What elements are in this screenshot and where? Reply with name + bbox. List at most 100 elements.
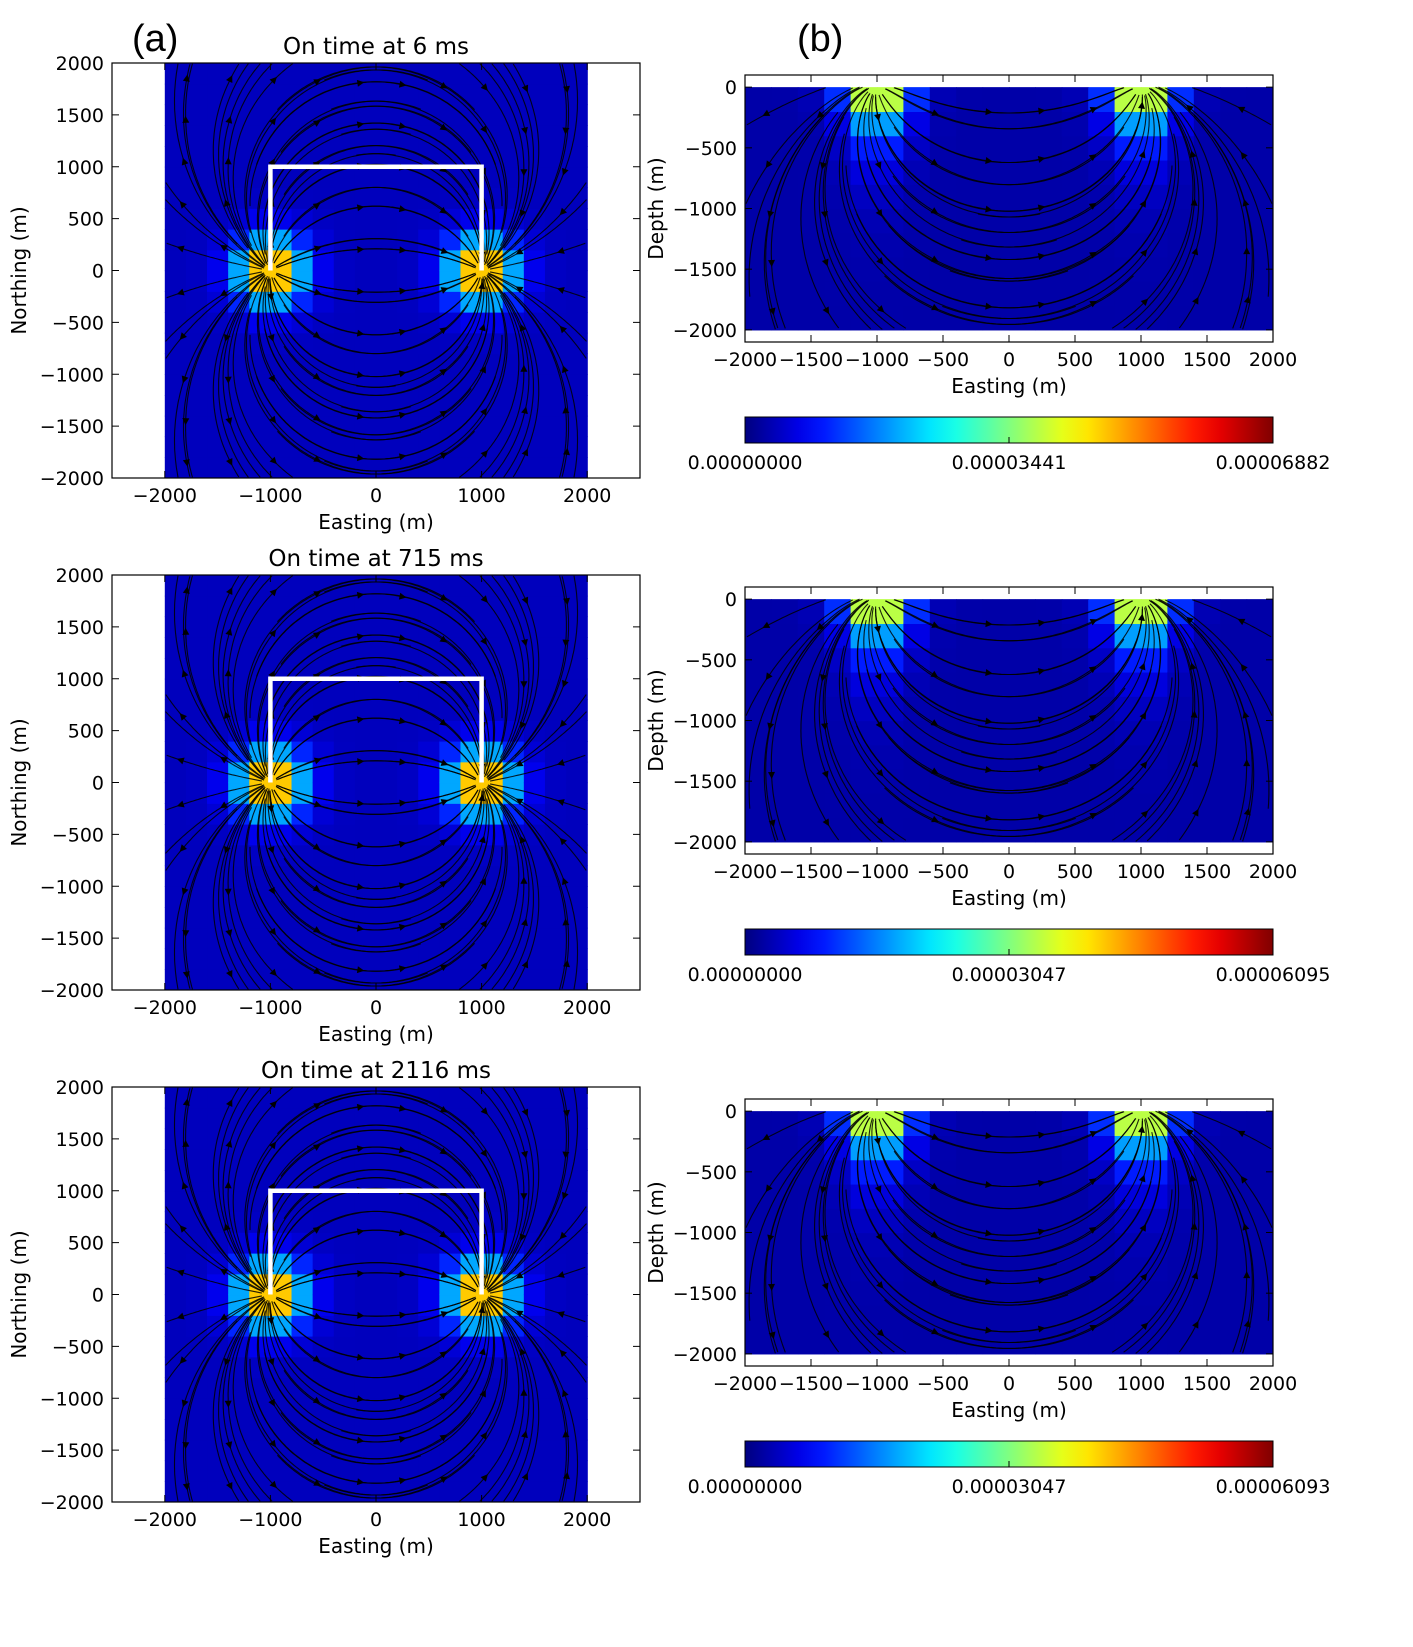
streamline-arrow [398, 370, 407, 378]
streamline [283, 698, 481, 776]
heatmap-cell [502, 824, 525, 846]
streamline [770, 86, 863, 329]
streamline [1155, 86, 1248, 329]
heatmap-cell [185, 1107, 208, 1130]
heatmap-cell [207, 436, 229, 458]
streamline-arrow [985, 254, 993, 262]
heatmap-cell [333, 1253, 356, 1275]
heatmap-cell [566, 1336, 588, 1358]
heatmap-cell [333, 1460, 356, 1482]
streamline [330, 1301, 496, 1465]
streamline [232, 295, 294, 478]
streamline [487, 199, 587, 269]
heatmap-cell [418, 1377, 440, 1399]
heatmap-cell [249, 969, 271, 990]
colorbar-mid-label: 0.00003047 [952, 964, 1067, 986]
streamline [185, 1297, 265, 1502]
heatmap-cell [333, 948, 356, 970]
heatmap-cell [523, 146, 546, 168]
heatmap-cell [249, 1128, 271, 1150]
streamline [942, 1115, 1177, 1344]
streamline-arrow [179, 201, 187, 209]
heatmap-cell [797, 281, 825, 307]
heatmap-cell [376, 1107, 398, 1130]
heatmap-cell [228, 616, 250, 638]
streamline [212, 1087, 249, 1273]
heatmap-cell [956, 696, 984, 722]
streamline-arrow [1037, 1179, 1046, 1187]
heatmap-cell [312, 1107, 335, 1130]
heatmap-cell [502, 312, 525, 334]
streamline-arrow [1088, 154, 1097, 162]
streamline [977, 1120, 1143, 1242]
heatmap-cell [771, 87, 799, 113]
streamline-arrow [226, 587, 233, 596]
heatmap-cell [1061, 281, 1089, 307]
streamline-arrow [1186, 1128, 1194, 1137]
streamline-arrow [312, 714, 321, 722]
streamline [871, 607, 1126, 746]
colorbar-mid-label: 0.00003047 [952, 1476, 1067, 1498]
y-tick-label: −2000 [673, 320, 737, 342]
streamline-arrow [820, 674, 827, 682]
streamline-arrow [398, 1477, 407, 1485]
heatmap-cell [1009, 647, 1036, 673]
streamline [356, 278, 483, 388]
heatmap-cell [228, 1398, 250, 1420]
streamline [232, 575, 294, 758]
x-tick-label: 1000 [1117, 349, 1165, 371]
heatmap-cell [1009, 720, 1036, 746]
heatmap-cell [354, 332, 377, 355]
streamline-arrow [478, 323, 486, 332]
heatmap-cell [439, 125, 462, 147]
heatmap-cell [544, 395, 567, 417]
heatmap-cell [270, 948, 293, 970]
heatmap-cell [249, 824, 271, 846]
streamline-arrow [557, 1311, 565, 1318]
heatmap-cell [1193, 1111, 1221, 1137]
heatmap-cell [397, 678, 419, 701]
heatmap-cell [544, 1149, 567, 1171]
streamline [267, 1300, 469, 1420]
streamline [503, 1316, 540, 1502]
heatmap-cell [439, 332, 462, 355]
heatmap-cell [291, 782, 314, 804]
heatmap-cell [523, 353, 546, 375]
heatmap-cell [354, 1356, 377, 1379]
heatmap-cell [502, 63, 525, 85]
streamline-arrow [223, 845, 231, 854]
heatmap-cell [824, 184, 852, 210]
heatmap-cell [544, 1439, 567, 1462]
streamline [165, 272, 265, 342]
heatmap-cell [354, 312, 377, 334]
heatmap-cell [376, 63, 398, 85]
heatmap-cell [1009, 184, 1036, 210]
heatmap-cell [397, 1211, 419, 1233]
streamline [324, 581, 507, 776]
heatmap-cell [956, 111, 984, 137]
heatmap-cell [771, 769, 799, 794]
heatmap-cell [185, 1128, 208, 1150]
heatmap-cell [797, 305, 825, 331]
streamline [283, 276, 485, 396]
heatmap-cell [439, 1315, 462, 1337]
heatmap-cell [291, 1481, 314, 1502]
heatmap-cell [903, 257, 931, 282]
heatmap-cell [249, 457, 271, 478]
streamline-arrow [356, 924, 365, 932]
heatmap-cell [566, 395, 588, 417]
heatmap-cell [1035, 135, 1063, 161]
heatmap-cell [982, 1135, 1010, 1161]
y-tick-label: −1500 [673, 259, 737, 281]
heatmap-cell [544, 1460, 567, 1482]
heatmap-cell [228, 374, 250, 396]
heatmap-cell [354, 616, 377, 638]
streamline-arrow [439, 123, 448, 131]
heatmap-cell [797, 1329, 825, 1355]
streamline-arrow [563, 85, 570, 94]
streamline-arrow [224, 157, 232, 165]
heatmap-cell [164, 575, 187, 597]
x-tick-label: −2000 [133, 1509, 197, 1531]
x-tick-label: 1000 [457, 485, 505, 507]
x-axis-label: Easting (m) [951, 374, 1067, 398]
